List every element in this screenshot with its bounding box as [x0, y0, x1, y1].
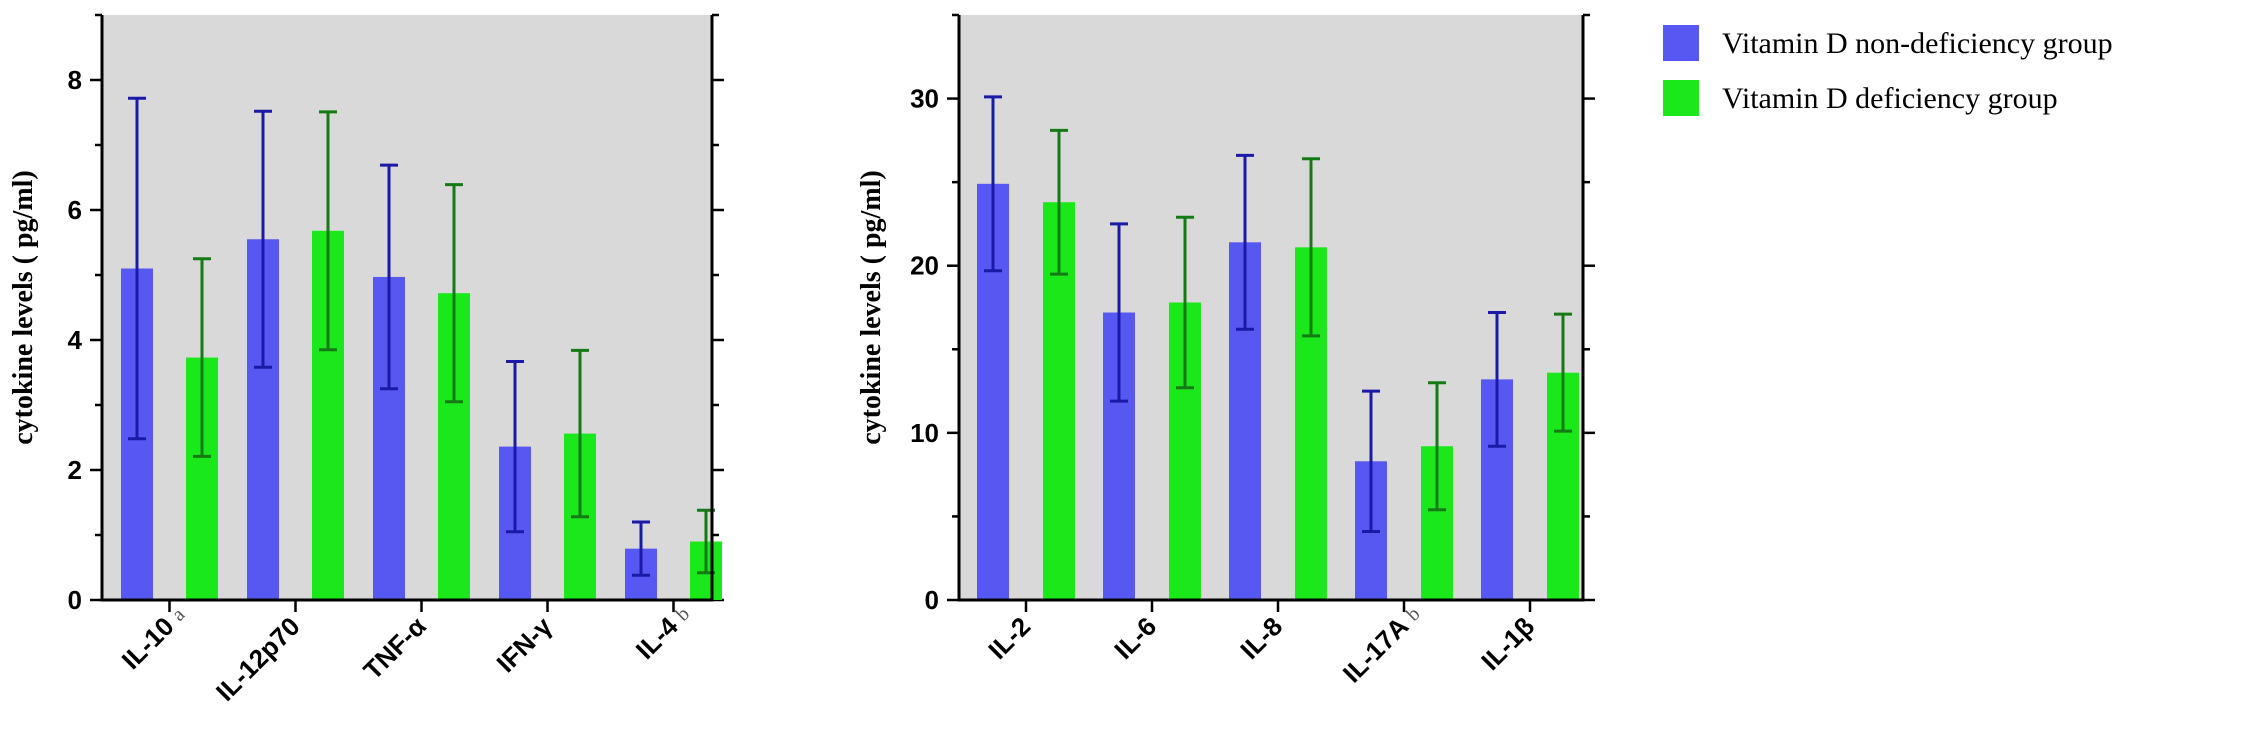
- y-tick-label: 6: [68, 195, 82, 225]
- legend-swatch-non-deficiency: [1663, 25, 1699, 61]
- legend-swatch-deficiency: [1663, 80, 1699, 116]
- x-tick-mark: b: [671, 603, 694, 626]
- legend-label-non-deficiency: Vitamin D non-deficiency group: [1722, 27, 2113, 60]
- y-axis-title: cytokine levels ( pg/ml): [856, 170, 887, 445]
- x-tick-label: IL-12p70: [210, 611, 306, 707]
- x-tick-label: IL-8: [1234, 611, 1288, 665]
- y-tick-label: 0: [68, 585, 82, 615]
- x-tick-label: IL-6: [1108, 611, 1162, 665]
- y-axis-title: cytokine levels ( pg/ml): [8, 170, 39, 445]
- legend-label-deficiency: Vitamin D deficiency group: [1722, 82, 2058, 115]
- y-tick-label: 10: [910, 418, 939, 448]
- y-tick-label: 30: [910, 84, 939, 114]
- y-tick-label: 0: [925, 585, 939, 615]
- x-tick-label: IL-10: [116, 611, 180, 675]
- chart-left: 0 2 4 6 8 IL-10a IL-12p70 TNF-α IFN-γ IL-4b cytoki…: [8, 13, 724, 707]
- x-tick-mark: b: [1402, 603, 1425, 626]
- x-tick-label: IFN-γ: [491, 611, 559, 679]
- x-tick-label: IL-4: [630, 611, 684, 665]
- x-tick-label: IL-2: [982, 611, 1036, 665]
- y-tick-label: 2: [68, 455, 82, 485]
- y-tick-label: 4: [68, 325, 83, 355]
- x-tick-mark: a: [167, 604, 189, 626]
- y-tick-label: 20: [910, 251, 939, 281]
- x-tick-label: IL-1β: [1475, 611, 1540, 676]
- y-tick-label: 8: [68, 65, 82, 95]
- x-tick-label: IL-17A: [1337, 611, 1415, 689]
- legend: Vitamin D non-deficiency group Vitamin D…: [1663, 25, 2113, 116]
- x-tick-label: TNF-α: [357, 611, 431, 685]
